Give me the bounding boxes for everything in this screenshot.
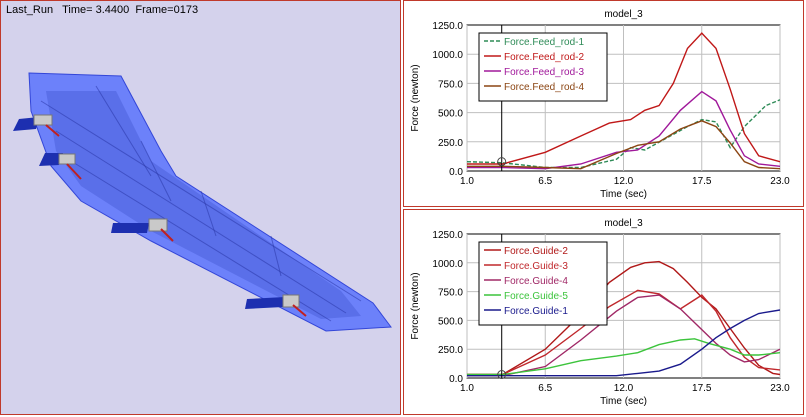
actuator-2[interactable]: [39, 153, 82, 180]
chart0-legend[interactable]: [478, 32, 608, 102]
chart0-y-tick-label: 750.0: [438, 79, 463, 90]
time-label: Time=: [62, 4, 93, 16]
run-name: Last_Run: [6, 4, 54, 16]
chart1-time-marker-handle[interactable]: [497, 370, 507, 380]
chart1-legend[interactable]: [478, 241, 608, 326]
wing-spars: [40, 85, 362, 322]
chart0-y-tick-label: 250.0: [438, 138, 463, 149]
chart0-y-tick-label: 500.0: [438, 109, 463, 120]
chart1-legend-label-3: Force.Guide-5: [504, 291, 568, 302]
chart0-title: model_3: [604, 9, 643, 20]
chart0-y-axis-label: Force (newton): [410, 64, 421, 131]
chart1-y-tick-label: 1000.0: [432, 259, 463, 270]
animation-viewport[interactable]: Last_Run Time= 3.4400 Frame=0173: [0, 0, 401, 415]
plot-panel-feed-rod[interactable]: model_3 1.0 6.5 12.0 17.5 23.0 0.0 250.0 500.0 75…: [403, 0, 804, 207]
chart0-x-tick-label: 12.0: [614, 176, 634, 187]
chart1-legend-label-0: Force.Guide-2: [504, 246, 568, 257]
chart0-x-axis-label: Time (sec): [600, 189, 647, 200]
frame-value: 0173: [173, 4, 199, 16]
chart0-legend-label-1: Force.Feed_rod-2: [504, 52, 584, 63]
chart0-legend-label-2: Force.Feed_rod-3: [504, 67, 584, 78]
chart1-x-tick-label: 23.0: [770, 383, 790, 394]
guide-force-chart[interactable]: model_3 1.0 6.5 12.0 17.5 23.0 0.0 250.0 500.0 75…: [404, 210, 804, 415]
chart1-y-tick-label: 0.0: [449, 374, 463, 385]
time-value: 3.4400: [95, 4, 130, 16]
plot-panel-guide[interactable]: model_3 1.0 6.5 12.0 17.5 23.0 0.0 250.0 500.0 75…: [403, 209, 804, 415]
actuator-3[interactable]: [111, 218, 174, 242]
frame-label: Frame=: [135, 4, 174, 16]
chart0-legend-label-0: Force.Feed_rod-1: [504, 37, 584, 48]
chart1-title: model_3: [604, 218, 643, 229]
chart1-y-tick-label: 750.0: [438, 288, 463, 299]
chart1-x-axis-label: Time (sec): [600, 396, 647, 407]
chart0-series-line-1: [467, 32, 780, 165]
chart0-x-tick-label: 17.5: [692, 176, 712, 187]
chart0-y-tick-label: 1000.0: [432, 50, 463, 61]
chart1-legend-label-4: Force.Guide-1: [504, 306, 568, 317]
wing-model-scene[interactable]: [1, 1, 401, 415]
chart1-y-tick-label: 1250.0: [432, 230, 463, 241]
chart0-x-tick-label: 1.0: [460, 176, 474, 187]
chart1-legend-label-1: Force.Guide-3: [504, 261, 568, 272]
chart1-x-tick-label: 17.5: [692, 383, 712, 394]
chart1-x-tick-label: 12.0: [614, 383, 634, 394]
chart1-series-line-0: [467, 260, 780, 376]
chart1-y-axis-label: Force (newton): [410, 272, 421, 339]
chart0-x-tick-label: 23.0: [770, 176, 790, 187]
chart1-series-line-4: [467, 309, 780, 377]
chart0-y-tick-label: 1250.0: [432, 21, 463, 32]
chart1-series-line-3: [467, 338, 780, 376]
feed-rod-force-chart[interactable]: model_3 1.0 6.5 12.0 17.5 23.0 0.0 250.0 500.0 75…: [404, 1, 804, 207]
chart1-series-line-2: [467, 294, 780, 377]
chart0-y-tick-label: 0.0: [449, 167, 463, 178]
chart0-time-marker-handle[interactable]: [497, 157, 507, 167]
chart1-y-tick-label: 500.0: [438, 316, 463, 327]
animation-status: Last_Run Time= 3.4400 Frame=0173: [6, 4, 198, 16]
chart1-x-tick-label: 1.0: [460, 383, 474, 394]
chart1-legend-label-2: Force.Guide-4: [504, 276, 568, 287]
actuator-4[interactable]: [245, 294, 307, 317]
chart0-legend-label-3: Force.Feed_rod-4: [504, 82, 584, 93]
chart1-x-tick-label: 6.5: [538, 383, 552, 394]
chart0-series-line-3: [467, 120, 780, 170]
actuator-1[interactable]: [13, 114, 60, 137]
wing-inner-structure: [46, 91, 361, 319]
chart1-y-tick-label: 250.0: [438, 345, 463, 356]
chart0-x-tick-label: 6.5: [538, 176, 552, 187]
